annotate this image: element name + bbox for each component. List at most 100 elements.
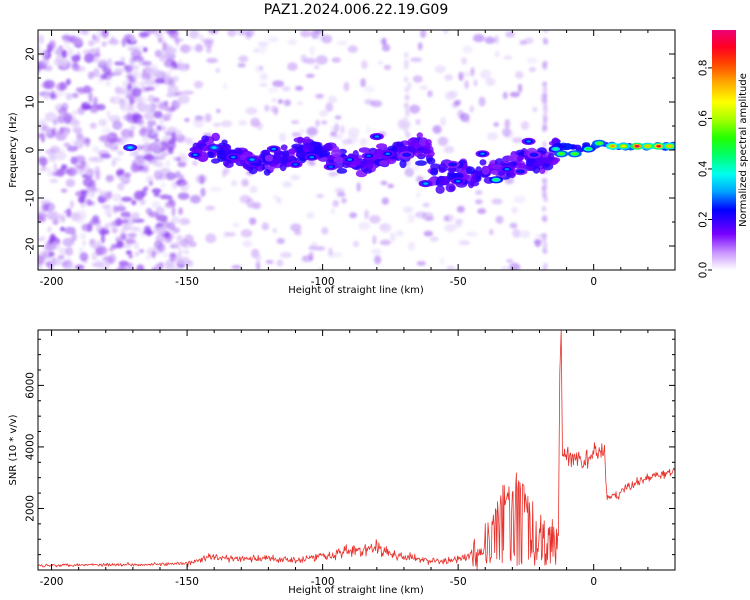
signal-peak-core <box>526 140 531 143</box>
noise-streak-speck <box>404 107 410 114</box>
noise-speck <box>38 44 41 54</box>
noise-speck <box>139 127 147 136</box>
noise-speck <box>364 98 373 104</box>
noise-speck <box>259 72 268 81</box>
signal-cell <box>416 132 423 139</box>
noise-speck <box>115 87 127 95</box>
noise-speck <box>130 35 136 43</box>
noise-speck <box>303 57 316 65</box>
signal-cell <box>333 156 345 164</box>
noise-speck <box>42 243 52 252</box>
noise-speck <box>114 67 125 74</box>
noise-speck <box>504 118 511 129</box>
noise-streak-speck <box>404 130 410 137</box>
colorbar: 0.0 0.2 0.4 0.6 0.8 Normalized spectral ampl… <box>698 30 749 278</box>
signal-cell <box>542 162 554 171</box>
noise-speck <box>98 135 111 143</box>
noise-speck <box>38 212 47 220</box>
noise-speck <box>182 249 190 254</box>
signal-cell <box>363 168 373 174</box>
noise-speck <box>114 137 122 143</box>
noise-speck <box>185 137 194 146</box>
noise-speck <box>315 93 324 99</box>
noise-speck <box>502 91 508 100</box>
noise-speck <box>119 264 125 270</box>
noise-speck <box>475 190 483 195</box>
noise-speck <box>444 223 457 233</box>
noise-speck <box>158 261 165 268</box>
noise-speck <box>184 234 194 244</box>
noise-speck <box>161 144 167 152</box>
noise-speck <box>347 127 360 138</box>
noise-speck <box>308 161 316 167</box>
noise-speck <box>306 126 318 136</box>
noise-speck <box>98 228 106 236</box>
noise-speck <box>171 206 176 217</box>
spectrogram-ytick-label: -10 <box>25 189 37 206</box>
noise-speck <box>166 126 178 133</box>
noise-speck <box>75 210 87 220</box>
noise-streak-speck <box>543 30 549 33</box>
noise-speck <box>52 220 57 225</box>
signal-peak-core <box>645 145 651 148</box>
signal-cell <box>418 137 428 146</box>
noise-speck <box>115 217 123 226</box>
noise-speck <box>129 125 136 131</box>
noise-speck <box>215 68 220 73</box>
noise-speck <box>156 33 166 43</box>
noise-speck <box>484 36 496 44</box>
noise-speck <box>67 145 78 152</box>
noise-streak-speck <box>542 91 548 98</box>
noise-speck <box>143 47 148 53</box>
noise-speck <box>117 150 124 156</box>
noise-speck <box>477 208 487 215</box>
noise-speck <box>283 99 291 107</box>
noise-speck <box>515 71 524 79</box>
noise-speck <box>106 110 111 119</box>
noise-speck <box>51 210 59 219</box>
noise-speck <box>277 99 284 104</box>
signal-peak-core <box>656 145 661 148</box>
noise-speck <box>153 162 164 168</box>
noise-speck <box>336 40 348 46</box>
colorbar-label: Normalized spectral amplitude <box>738 73 749 227</box>
signal-cell <box>211 158 220 164</box>
noise-speck <box>120 233 127 241</box>
noise-speck <box>315 55 328 65</box>
noise-streak-speck <box>543 107 548 114</box>
noise-speck <box>96 58 108 65</box>
signal-peak-core <box>374 135 380 138</box>
signal-cell <box>263 169 271 176</box>
noise-streak-speck <box>403 59 409 66</box>
spectrogram-ytick-label: 20 <box>25 47 37 60</box>
noise-speck <box>166 48 177 54</box>
noise-speck <box>64 40 70 49</box>
signal-cell <box>413 150 423 157</box>
colorbar-tick-label: 0.6 <box>698 110 710 127</box>
signal-peak-core <box>271 147 277 151</box>
noise-speck <box>148 142 160 153</box>
noise-speck <box>374 255 382 265</box>
noise-speck <box>107 39 120 45</box>
noise-speck <box>446 265 456 270</box>
noise-speck <box>425 216 435 221</box>
noise-speck <box>306 212 315 219</box>
noise-speck <box>106 57 113 68</box>
colorbar-gradient <box>712 30 736 270</box>
noise-speck <box>175 171 182 179</box>
noise-speck <box>104 222 116 228</box>
noise-speck <box>276 259 284 267</box>
noise-speck <box>330 131 337 137</box>
noise-speck <box>238 119 248 126</box>
noise-speck <box>153 110 163 119</box>
noise-speck <box>150 156 159 161</box>
noise-speck <box>110 95 123 105</box>
noise-speck <box>334 187 345 193</box>
noise-speck <box>174 100 182 108</box>
noise-speck <box>302 255 313 263</box>
noise-speck <box>69 200 74 209</box>
noise-speck <box>237 63 246 68</box>
noise-speck <box>475 199 483 205</box>
